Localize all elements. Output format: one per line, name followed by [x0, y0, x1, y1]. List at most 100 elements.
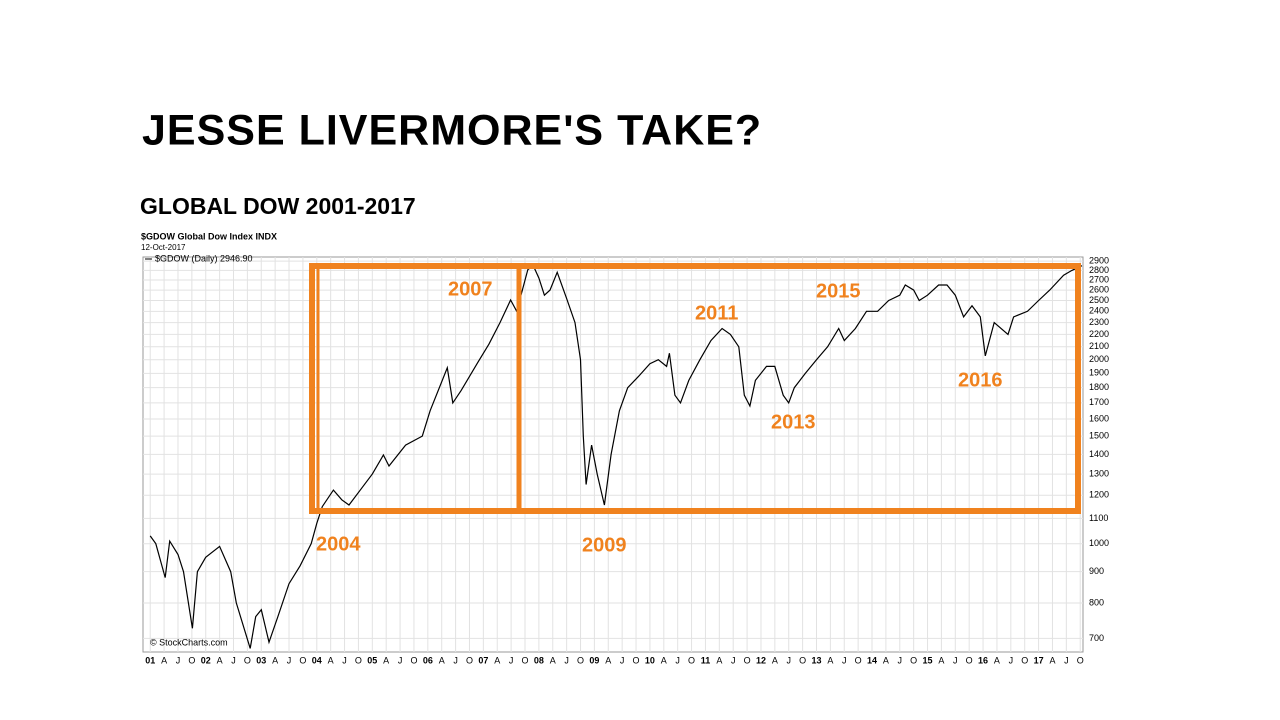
y-tick-label: 1500 [1089, 430, 1109, 440]
x-tick-label: A [550, 655, 556, 665]
x-tick-label: O [799, 655, 806, 665]
y-tick-label: 2700 [1089, 274, 1109, 284]
y-tick-label: 2100 [1089, 341, 1109, 351]
x-tick-label: J [898, 655, 903, 665]
x-tick-label: O [744, 655, 751, 665]
x-tick-label: J [398, 655, 403, 665]
x-tick-label: A [272, 655, 278, 665]
x-tick-label: 16 [978, 655, 988, 665]
x-tick-label: O [466, 655, 473, 665]
x-tick-label: A [439, 655, 445, 665]
x-tick-label: 15 [923, 655, 933, 665]
x-tick-label: O [688, 655, 695, 665]
y-tick-label: 2000 [1089, 354, 1109, 364]
y-tick-label: 2200 [1089, 329, 1109, 339]
x-tick-label: O [188, 655, 195, 665]
x-tick-label: J [176, 655, 181, 665]
annotation: 2015 [816, 280, 861, 302]
y-tick-label: 1400 [1089, 449, 1109, 459]
annotations: 2007 2011 2015 2004 2009 2013 2016 [316, 278, 1003, 556]
annotation: 2004 [316, 533, 361, 555]
grid: 7008009001000110012001300140015001600170… [143, 255, 1109, 665]
x-tick-label: 17 [1034, 655, 1044, 665]
x-tick-label: O [244, 655, 251, 665]
x-tick-label: 07 [478, 655, 488, 665]
y-tick-label: 1900 [1089, 368, 1109, 378]
x-tick-label: A [328, 655, 334, 665]
y-tick-label: 2500 [1089, 295, 1109, 305]
annotation: 2009 [582, 534, 627, 556]
x-tick-label: J [786, 655, 791, 665]
x-tick-label: A [383, 655, 389, 665]
y-tick-label: 2600 [1089, 284, 1109, 294]
x-tick-label: J [509, 655, 514, 665]
y-tick-label: 1700 [1089, 397, 1109, 407]
price-line [149, 264, 1083, 649]
x-tick-label: O [855, 655, 862, 665]
slide-title: JESSE LIVERMORE'S TAKE? [142, 106, 762, 154]
x-tick-label: O [1021, 655, 1028, 665]
annotation: 2007 [448, 278, 493, 300]
x-tick-label: A [161, 655, 167, 665]
highlight-box [309, 263, 1081, 514]
x-tick-label: O [910, 655, 917, 665]
slide-subtitle: GLOBAL DOW 2001-2017 [140, 193, 416, 219]
x-tick-label: J [231, 655, 236, 665]
chart-header: $GDOW Global Dow Index INDX [141, 231, 277, 241]
x-tick-label: J [1009, 655, 1014, 665]
y-tick-label: 2400 [1089, 306, 1109, 316]
x-tick-label: A [494, 655, 500, 665]
y-tick-label: 900 [1089, 566, 1104, 576]
x-tick-label: O [577, 655, 584, 665]
x-tick-label: A [605, 655, 611, 665]
x-tick-label: A [827, 655, 833, 665]
x-tick-label: 13 [811, 655, 821, 665]
x-tick-label: A [217, 655, 223, 665]
x-tick-label: A [883, 655, 889, 665]
x-tick-label: 09 [589, 655, 599, 665]
x-tick-label: 01 [145, 655, 155, 665]
y-tick-label: 2800 [1089, 265, 1109, 275]
x-tick-label: 10 [645, 655, 655, 665]
y-tick-label: 1300 [1089, 468, 1109, 478]
highlight-boxes [309, 263, 1081, 514]
x-tick-label: O [299, 655, 306, 665]
x-tick-label: J [564, 655, 569, 665]
y-tick-label: 1200 [1089, 490, 1109, 500]
x-tick-label: 12 [756, 655, 766, 665]
x-tick-label: A [1049, 655, 1055, 665]
annotation: 2011 [695, 302, 738, 324]
y-tick-label: 2900 [1089, 255, 1109, 265]
x-tick-label: 11 [701, 655, 711, 665]
watermark: © StockCharts.com [150, 637, 228, 647]
x-tick-label: A [938, 655, 944, 665]
x-tick-label: J [842, 655, 847, 665]
x-tick-label: O [966, 655, 973, 665]
x-tick-label: J [731, 655, 736, 665]
x-tick-label: O [1077, 655, 1084, 665]
x-tick-label: 04 [312, 655, 322, 665]
annotation: 2016 [958, 369, 1003, 391]
x-tick-label: J [453, 655, 458, 665]
x-tick-label: 02 [201, 655, 211, 665]
x-tick-label: O [355, 655, 362, 665]
plot [149, 264, 1083, 649]
x-tick-label: J [953, 655, 958, 665]
y-tick-label: 1000 [1089, 538, 1109, 548]
x-tick-label: J [1064, 655, 1069, 665]
chart-date: 12-Oct-2017 [141, 243, 186, 252]
y-tick-label: 1800 [1089, 382, 1109, 392]
x-tick-label: J [287, 655, 292, 665]
x-tick-label: O [521, 655, 528, 665]
x-tick-label: 03 [256, 655, 266, 665]
x-tick-label: A [772, 655, 778, 665]
y-tick-label: 1100 [1089, 513, 1108, 523]
x-tick-label: A [661, 655, 667, 665]
x-tick-label: O [633, 655, 640, 665]
y-tick-label: 700 [1089, 633, 1104, 643]
x-tick-label: A [994, 655, 1000, 665]
x-tick-label: 14 [867, 655, 877, 665]
x-tick-label: A [716, 655, 722, 665]
x-tick-label: J [342, 655, 347, 665]
x-tick-label: J [620, 655, 625, 665]
